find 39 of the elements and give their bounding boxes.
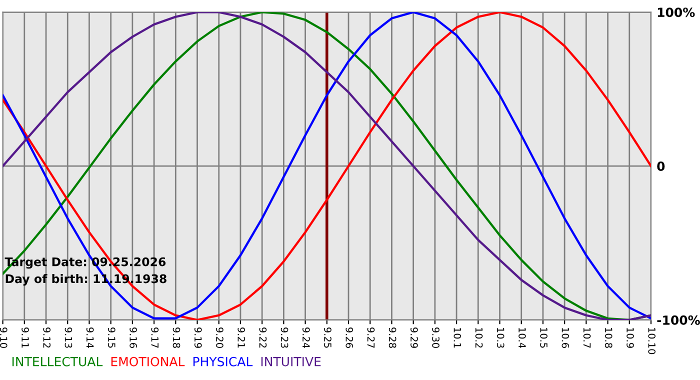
x-tick-label: 10.7 — [583, 328, 591, 348]
x-tick-label: 10.3 — [496, 328, 504, 348]
x-tick-label: 9.22 — [259, 328, 267, 348]
x-tick-label: 9.23 — [280, 328, 288, 348]
line-series — [2, 12, 651, 320]
x-tick-label: 9.12 — [43, 328, 51, 348]
y-tick-label: 100% — [658, 8, 695, 18]
x-tick-label: 9.15 — [108, 328, 116, 348]
x-tick-label: 9.17 — [151, 328, 159, 348]
x-tick-label: 9.18 — [172, 328, 180, 348]
y-tick-label: 0 — [657, 162, 665, 171]
x-tick-label: 9.20 — [216, 328, 224, 348]
x-tick-label: 10.4 — [518, 328, 526, 348]
x-tick-label: 9.25 — [324, 328, 332, 348]
x-tick-label: 9.19 — [194, 328, 202, 348]
x-tick-label: 9.10 — [0, 328, 8, 348]
x-tick-label: 9.11 — [22, 328, 29, 348]
y-tick-label: -100% — [657, 315, 700, 325]
x-tick-label: 9.16 — [130, 328, 137, 348]
x-tick-label: 10.6 — [562, 328, 570, 348]
text: PHYSICAL — [193, 356, 253, 366]
x-tick-label: 9.30 — [432, 328, 440, 348]
x-tick-label: 10.2 — [475, 328, 483, 348]
x-tick-label: 10.1 — [454, 328, 462, 348]
x-tick-label: 9.21 — [238, 328, 246, 348]
x-tick-label: 10.5 — [540, 328, 548, 348]
x-tick-label: 9.24 — [302, 328, 310, 348]
text: EMOTIONAL — [111, 356, 185, 366]
x-tick-label: 9.28 — [388, 328, 396, 348]
x-tick-label: 9.27 — [367, 328, 375, 348]
x-tick-label: 10.10 — [648, 328, 656, 354]
x-tick-label: 9.29 — [410, 328, 418, 348]
x-tick-label: 9.13 — [64, 328, 72, 348]
x-tick-label: 10.9 — [626, 328, 634, 348]
x-tick-label: 9.14 — [86, 328, 94, 348]
x-tick-label: 9.26 — [346, 328, 354, 348]
text: INTUITIVE — [261, 357, 321, 366]
text: INTELLECTUAL — [12, 356, 103, 366]
x-tick-label: 10.8 — [604, 328, 612, 348]
